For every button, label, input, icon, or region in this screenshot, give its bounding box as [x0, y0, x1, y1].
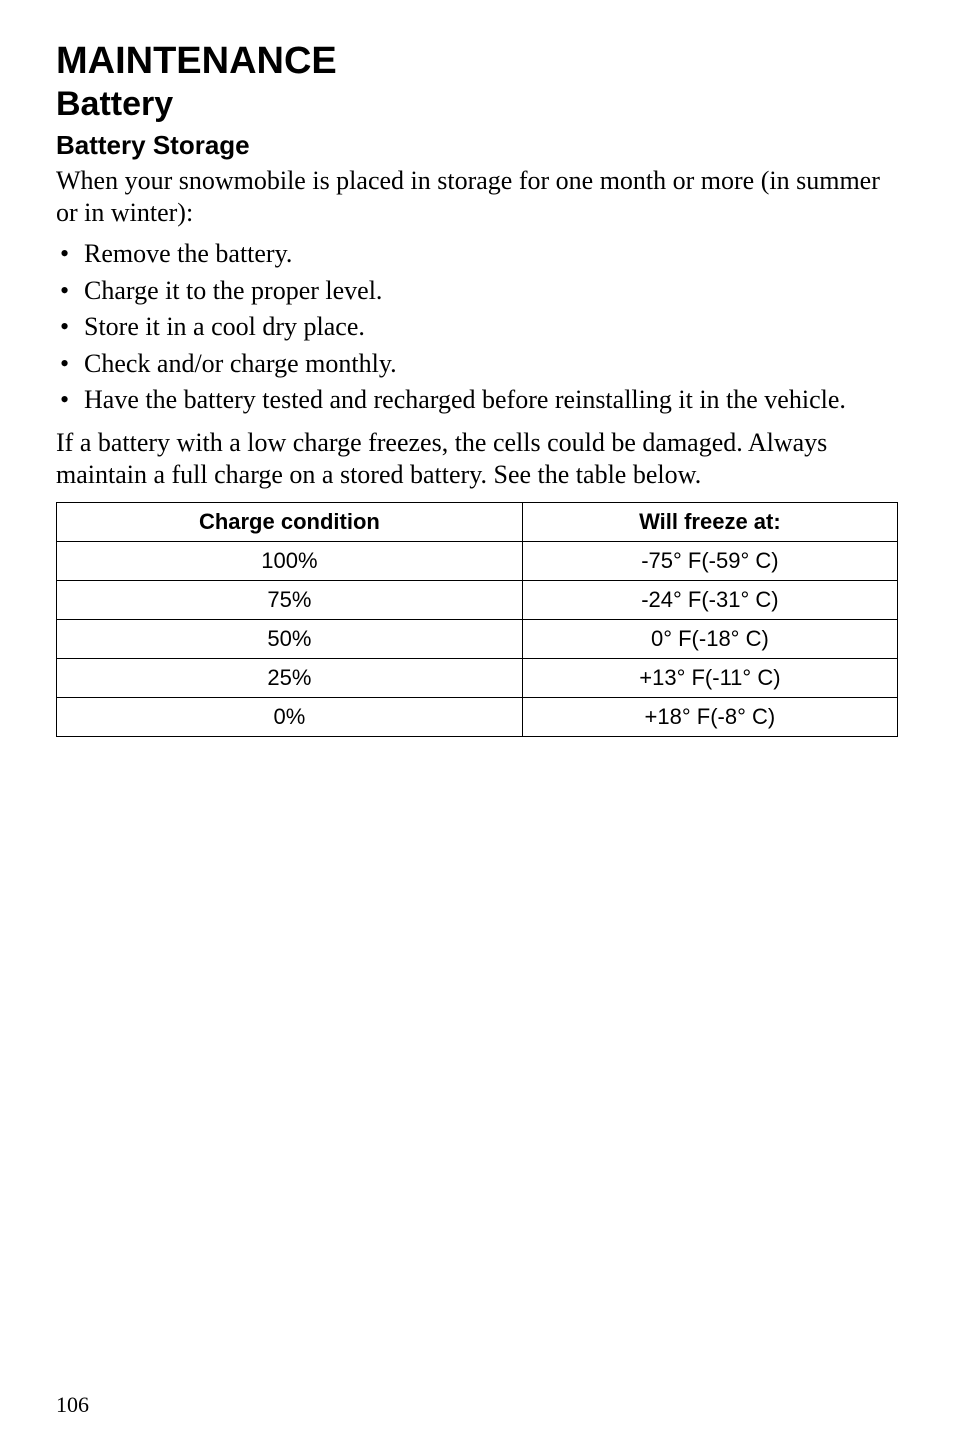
heading-battery: Battery [56, 85, 898, 124]
table-header-freeze: Will freeze at: [522, 503, 897, 542]
freeze-table: Charge condition Will freeze at: 100% -7… [56, 502, 898, 737]
table-row: 100% -75° F(-59° C) [57, 542, 898, 581]
freeze-note-paragraph: If a battery with a low charge freezes, … [56, 427, 898, 490]
list-item: Store it in a cool dry place. [56, 311, 898, 344]
table-cell-charge: 100% [57, 542, 523, 581]
table-row: 50% 0° F(-18° C) [57, 620, 898, 659]
table-cell-charge: 50% [57, 620, 523, 659]
list-item: Remove the battery. [56, 238, 898, 271]
list-item: Have the battery tested and recharged be… [56, 384, 898, 417]
page-number: 106 [56, 1392, 89, 1418]
page-container: MAINTENANCE Battery Battery Storage When… [0, 0, 954, 1454]
storage-steps-list: Remove the battery. Charge it to the pro… [56, 238, 898, 417]
table-row: 75% -24° F(-31° C) [57, 581, 898, 620]
table-row: 25% +13° F(-11° C) [57, 659, 898, 698]
table-cell-charge: 25% [57, 659, 523, 698]
table-cell-freeze: 0° F(-18° C) [522, 620, 897, 659]
table-cell-freeze: -24° F(-31° C) [522, 581, 897, 620]
table-cell-freeze: -75° F(-59° C) [522, 542, 897, 581]
table-header-charge: Charge condition [57, 503, 523, 542]
intro-paragraph: When your snowmobile is placed in storag… [56, 165, 898, 228]
table-cell-charge: 75% [57, 581, 523, 620]
table-cell-freeze: +18° F(-8° C) [522, 698, 897, 737]
list-item: Charge it to the proper level. [56, 275, 898, 308]
table-cell-freeze: +13° F(-11° C) [522, 659, 897, 698]
heading-maintenance: MAINTENANCE [56, 40, 898, 83]
table-cell-charge: 0% [57, 698, 523, 737]
heading-battery-storage: Battery Storage [56, 130, 898, 161]
table-header-row: Charge condition Will freeze at: [57, 503, 898, 542]
table-row: 0% +18° F(-8° C) [57, 698, 898, 737]
list-item: Check and/or charge monthly. [56, 348, 898, 381]
